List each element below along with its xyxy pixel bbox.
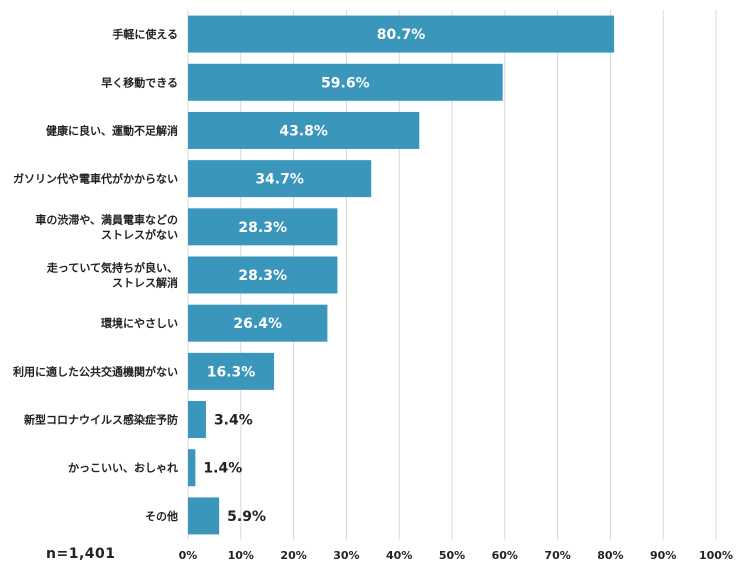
category-label: 走っていて気持ちが良い、 [46, 261, 178, 275]
bar [188, 160, 372, 198]
x-tick-label: 30% [333, 549, 359, 562]
x-tick-label: 50% [439, 549, 465, 562]
category-label: かっこいい、おしゃれ [68, 462, 178, 475]
x-tick-label: 70% [544, 549, 570, 562]
data-label: 34.7% [255, 172, 304, 188]
bar [188, 352, 275, 390]
category-labels: 手軽に使える早く移動できる健康に良い、運動不足解消ガソリン代や電車代がかからない… [13, 27, 178, 523]
bar [188, 256, 338, 294]
bar [188, 401, 206, 439]
data-label: 1.4% [203, 461, 242, 477]
category-label: 車の渋滞や、満員電車などの [35, 212, 178, 226]
x-tick-label: 90% [650, 549, 676, 562]
data-label: 43.8% [279, 123, 328, 139]
data-label: 28.3% [238, 268, 287, 284]
data-label: 5.9% [227, 509, 266, 525]
data-label: 28.3% [238, 220, 287, 236]
x-tick-label: 80% [597, 549, 623, 562]
bar [188, 304, 328, 342]
data-label: 59.6% [321, 75, 370, 91]
x-tick-label: 100% [699, 549, 733, 562]
category-label: ガソリン代や電車代がかからない [13, 172, 178, 186]
bar [188, 449, 196, 487]
category-label: 新型コロナウイルス感染症予防 [24, 413, 178, 427]
x-axis-ticks: 0% 10% 20% 30% 40% 50% 60% 70% 80% 90% 100% [179, 549, 733, 562]
data-label: 26.4% [233, 316, 282, 332]
category-label: 利用に適した公共交通機関がない [13, 364, 178, 378]
category-label: ストレスがない [101, 227, 178, 241]
sample-size-note: n=1,401 [46, 546, 116, 562]
category-label: 早く移動できる [101, 75, 178, 89]
bar [188, 63, 503, 101]
x-tick-label: 40% [386, 549, 412, 562]
x-tick-label: 10% [228, 549, 254, 562]
x-tick-label: 60% [492, 549, 518, 562]
category-label: その他 [145, 509, 178, 523]
value-labels: 80.7% 59.6% 43.8% 34.7% 28.3% 28.3% 26.4% 16.3%… [203, 27, 425, 525]
bars [188, 15, 615, 535]
bar [188, 208, 338, 246]
bar [188, 15, 615, 53]
bar [188, 111, 420, 149]
x-tick-label: 0% [179, 549, 198, 562]
category-label: 手軽に使える [112, 27, 178, 41]
data-label: 16.3% [207, 364, 256, 380]
data-label: 3.4% [214, 413, 253, 429]
category-label: 環境にやさしい [101, 316, 178, 330]
bar [188, 497, 220, 535]
category-label: 健康に良い、運動不足解消 [46, 123, 178, 137]
category-label: ストレス解消 [112, 276, 178, 290]
data-label: 80.7% [377, 27, 426, 43]
x-tick-label: 20% [280, 549, 306, 562]
